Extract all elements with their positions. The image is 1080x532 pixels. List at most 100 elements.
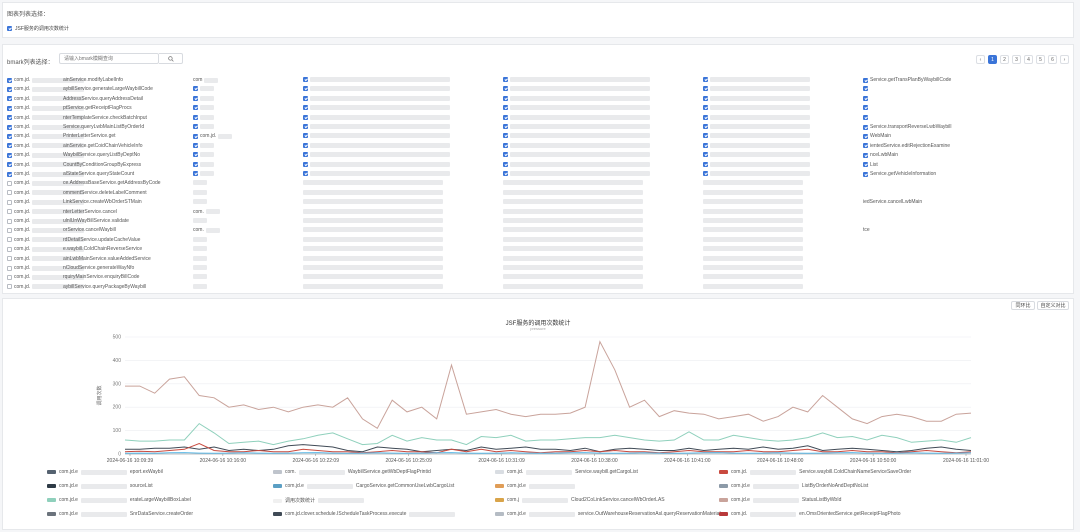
legend-item[interactable]: com.jd.e eport.exWaybil (47, 469, 163, 475)
bmark-item[interactable] (303, 114, 450, 120)
bmark-item[interactable] (703, 152, 810, 158)
bmark-item[interactable]: nCloudService.generateWayNfo (63, 265, 134, 271)
bmark-item[interactable] (503, 246, 643, 252)
bmark-item[interactable] (703, 180, 803, 186)
legend-item[interactable]: com. WaybillService.getWbDeptFlagPrintid (273, 469, 431, 475)
checkbox-icon[interactable] (863, 114, 868, 120)
checkbox-icon[interactable] (193, 95, 198, 101)
checkbox-icon[interactable] (703, 133, 708, 139)
bmark-item[interactable] (703, 77, 810, 82)
checkbox-icon[interactable] (503, 161, 508, 167)
checkbox-icon[interactable] (303, 95, 308, 101)
checkbox-icon[interactable] (503, 171, 508, 176)
legend-item[interactable]: com.j Cloud2CoLinkService.cancelWbOrderLA… (495, 497, 665, 503)
checkbox-icon[interactable] (703, 161, 708, 167)
checkbox-icon[interactable] (7, 237, 12, 243)
bmark-item[interactable] (503, 180, 643, 186)
checkbox-icon[interactable] (503, 142, 508, 148)
bmark-item[interactable] (303, 105, 450, 111)
checkbox-icon[interactable] (503, 133, 508, 139)
legend-item[interactable]: com.jd.e erateLargeWaybillBoxLabel (47, 497, 191, 503)
checkbox-icon[interactable] (7, 171, 12, 177)
bmark-item[interactable]: com.jd. (7, 171, 85, 177)
legend-item[interactable]: com.jd.e service.OutWarehouseReservationA… (495, 511, 721, 517)
checkbox-icon[interactable] (703, 124, 708, 129)
checkbox-icon[interactable] (303, 152, 308, 158)
bmark-item[interactable]: PrinterLetterService.get (63, 133, 116, 139)
bmark-item[interactable]: com.jd. (7, 265, 85, 271)
bmark-item[interactable]: List (863, 162, 878, 168)
bmark-item[interactable] (503, 189, 643, 195)
checkbox-icon[interactable] (303, 124, 308, 129)
bmark-item[interactable] (193, 180, 207, 186)
checkbox-icon[interactable] (7, 26, 12, 31)
bmark-item[interactable]: com.jd. (7, 237, 85, 243)
checkbox-icon[interactable] (7, 77, 12, 83)
bmark-item[interactable] (503, 208, 643, 214)
checkbox-icon[interactable] (7, 105, 12, 111)
bmark-item[interactable] (703, 283, 803, 289)
bmark-item[interactable]: com.jd. (7, 152, 85, 158)
bmark-item[interactable] (863, 95, 868, 101)
bmark-item[interactable] (703, 236, 803, 242)
bmark-item[interactable]: com.jd. (7, 256, 85, 262)
bmark-item[interactable]: ommentService.deleteLabelComment (63, 190, 147, 196)
checkbox-icon[interactable] (193, 133, 198, 139)
legend-item[interactable]: com.jd.clover.schedule.IScheduleTaskProc… (273, 511, 456, 517)
pagination-prev-button[interactable]: ‹ (976, 55, 985, 64)
bmark-item[interactable] (503, 142, 650, 148)
checkbox-icon[interactable] (503, 152, 508, 158)
bmark-item[interactable] (503, 265, 643, 270)
bmark-item[interactable] (193, 105, 214, 111)
pagination-page-6[interactable]: 6 (1048, 55, 1057, 64)
search-button[interactable] (159, 53, 183, 64)
checkbox-icon[interactable] (863, 143, 868, 149)
checkbox-icon[interactable] (863, 95, 868, 101)
bmark-item[interactable] (193, 274, 207, 280)
checkbox-icon[interactable] (703, 142, 708, 148)
checkbox-icon[interactable] (863, 171, 868, 177)
checkbox-icon[interactable] (193, 114, 198, 120)
bmark-item[interactable]: com.jd. (7, 284, 85, 290)
checkbox-icon[interactable] (703, 77, 708, 82)
checkbox-icon[interactable] (863, 162, 868, 168)
checkbox-icon[interactable] (303, 77, 308, 82)
pagination-page-4[interactable]: 4 (1024, 55, 1033, 64)
bmark-item[interactable] (703, 227, 803, 233)
bmark-item[interactable] (303, 142, 450, 148)
checkbox-icon[interactable] (193, 105, 198, 111)
bmark-item[interactable] (703, 114, 810, 120)
bmark-item[interactable] (503, 236, 643, 242)
checkbox-icon[interactable] (303, 161, 308, 167)
checkbox-icon[interactable] (303, 133, 308, 139)
bmark-item[interactable] (503, 152, 650, 158)
bmark-item[interactable] (193, 283, 207, 289)
bmark-item[interactable] (193, 161, 214, 167)
bmark-search-input[interactable] (59, 53, 159, 64)
checkbox-icon[interactable] (703, 114, 708, 120)
checkbox-icon[interactable] (7, 256, 12, 262)
bmark-item[interactable]: com.jd. (7, 86, 85, 92)
bmark-item[interactable] (303, 77, 450, 82)
bmark-item[interactable] (303, 227, 443, 233)
bmark-item[interactable] (863, 86, 868, 92)
bmark-item[interactable] (303, 133, 450, 139)
bmark-item[interactable]: com.jd. (7, 96, 85, 102)
bmark-item[interactable] (193, 265, 207, 270)
checkbox-icon[interactable] (863, 105, 868, 111)
bmark-item[interactable] (303, 199, 443, 205)
checkbox-icon[interactable] (7, 162, 12, 168)
bmark-item[interactable] (193, 95, 214, 101)
bmark-item[interactable]: Service.getTransPlanByWaybillCode (863, 77, 951, 83)
bmark-item[interactable] (703, 171, 810, 176)
checkbox-icon[interactable] (303, 105, 308, 111)
bmark-item[interactable]: com.jd. (7, 180, 85, 186)
checkbox-icon[interactable] (863, 77, 868, 83)
bmark-item[interactable]: com.jd. (7, 162, 85, 168)
bmark-item[interactable]: ainService.getCoidChainVehicleInfo (63, 143, 143, 149)
bmark-item[interactable]: com.jd. (7, 105, 85, 111)
bmark-item[interactable] (503, 218, 643, 223)
checkbox-icon[interactable] (7, 115, 12, 121)
checkbox-icon[interactable] (503, 114, 508, 120)
checkbox-icon[interactable] (503, 77, 508, 82)
